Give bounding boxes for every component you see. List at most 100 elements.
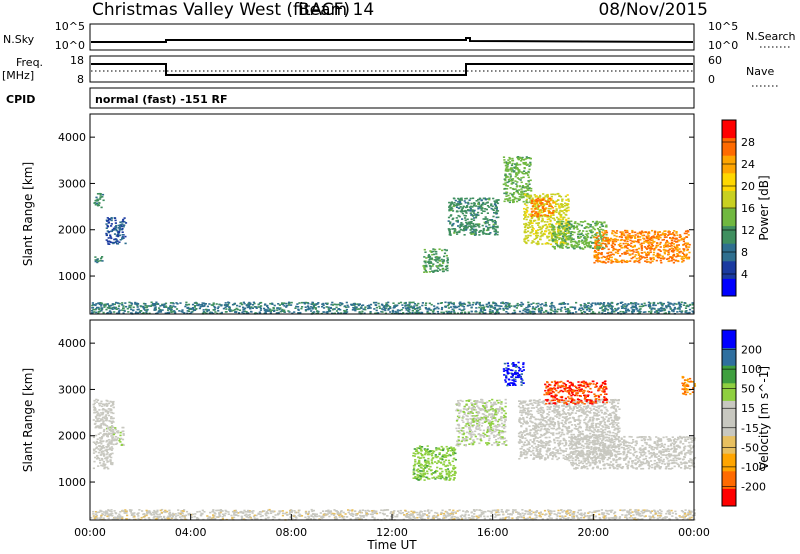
colorbar-segment [722,260,736,279]
heatmap-cell [456,233,459,235]
heatmap-cell [527,180,530,183]
heatmap-cell [434,248,437,251]
heatmap-cell [480,207,484,209]
heatmap-cell [613,240,617,243]
heatmap-cell [347,306,350,308]
heatmap-cell [110,442,113,444]
heatmap-cell [417,311,421,314]
heatmap-cell [107,509,110,511]
heatmap-cell [568,236,571,239]
heatmap-cell [453,197,456,200]
heatmap-cell [430,303,433,306]
heatmap-cell [525,241,528,244]
colorbar-tick-label: 16 [741,202,755,215]
heatmap-cell [428,255,432,258]
y-tick-label: 4000 [58,131,86,144]
heatmap-cell [620,244,623,247]
heatmap-cell [524,190,527,192]
heatmap-cell [164,302,168,305]
heatmap-cell [598,242,601,244]
heatmap-cell [486,220,489,222]
heatmap-cell [453,228,457,230]
heatmap-cell [99,432,102,434]
heatmap-cell [637,513,640,515]
heatmap-cell [591,511,594,514]
heatmap-cell [678,308,681,310]
heatmap-cell [551,212,554,214]
heatmap-cell [460,203,463,205]
heatmap-cell [402,307,405,309]
heatmap-cell [116,231,120,233]
heatmap-cell [91,311,94,314]
heatmap-cell [117,430,120,432]
heatmap-cell [531,517,534,520]
heatmap-cell [560,206,563,208]
heatmap-cell [122,433,125,435]
heatmap-cell [105,234,108,237]
heatmap-cell [587,241,590,244]
heatmap-cell [559,515,562,518]
heatmap-cell [578,307,581,310]
heatmap-cell [109,311,112,314]
heatmap-cell [476,213,479,216]
heatmap-cell [527,216,530,218]
heatmap-cell [263,304,267,306]
heatmap-cell [329,310,332,312]
heatmap-cell [679,306,682,308]
heatmap-cell [473,214,476,216]
heatmap-cell [607,311,610,314]
heatmap-cell [248,303,251,306]
heatmap-cell [110,416,113,418]
heatmap-cell [631,302,634,305]
heatmap-cell [663,236,666,239]
heatmap-cell [148,510,151,512]
heatmap-cell [506,175,509,178]
heatmap-cell [609,307,612,310]
heatmap-cell [628,244,631,246]
heatmap-cell [492,307,495,309]
heatmap-cell [656,252,659,255]
heatmap-cell [618,245,622,247]
heatmap-cell [645,510,648,512]
heatmap-cell [115,308,118,310]
heatmap-cell [248,510,251,512]
heatmap-cell [548,239,551,242]
heatmap-cell [555,242,558,244]
heatmap-cell [554,308,557,311]
heatmap-cell [158,311,161,313]
heatmap-cell [563,234,566,236]
heatmap-cell [333,512,336,515]
heatmap-cell [389,311,392,313]
heatmap-cell [513,171,516,173]
heatmap-cell [573,512,576,515]
heatmap-cell [144,518,147,521]
heatmap-cell [684,515,687,517]
heatmap-cell [557,234,560,236]
heatmap-cell [464,201,467,204]
heatmap-cell [410,305,413,308]
heatmap-cell [463,214,466,217]
heatmap-cell [537,240,540,243]
heatmap-cell [543,210,546,212]
heatmap-cell [637,240,640,243]
heatmap-cell [432,310,435,312]
heatmap-cell [592,247,595,249]
heatmap-cell [221,516,224,518]
heatmap-cell [528,509,531,512]
heatmap-cell [354,309,357,312]
heatmap-cell [457,214,460,217]
heatmap-cell [537,211,540,213]
heatmap-cell [452,217,455,220]
heatmap-cell [473,230,476,232]
heatmap-cell [643,246,646,248]
heatmap-cell [106,230,109,232]
heatmap-cell [118,230,121,233]
heatmap-cell [266,310,269,312]
heatmap-cell [146,511,149,513]
heatmap-cell [113,229,116,231]
heatmap-cell [628,516,631,519]
heatmap-cell [93,407,96,409]
heatmap-cell [105,425,109,427]
heatmap-cell [171,512,174,515]
heatmap-cell [557,229,560,232]
